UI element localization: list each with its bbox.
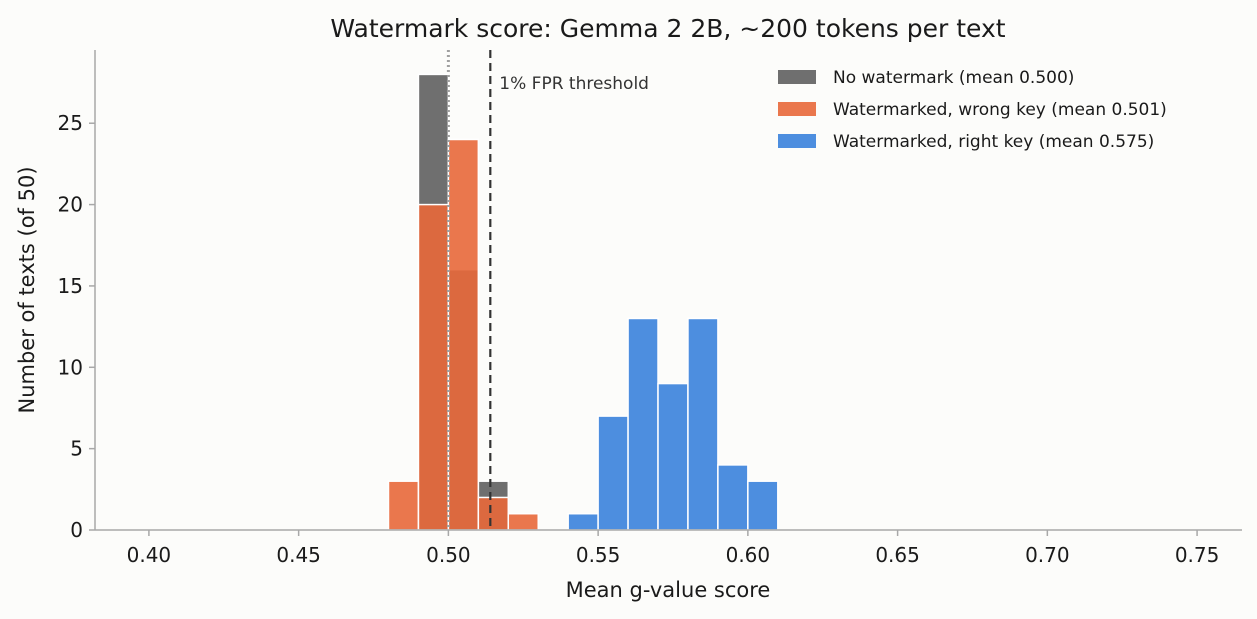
- bar-series-3-bin-4: [657, 382, 689, 531]
- x-tick-label: 0.70: [1025, 543, 1070, 567]
- x-axis-label: Mean g-value score: [566, 578, 771, 602]
- bar-series-3-bin-7: [747, 480, 779, 531]
- bar-series-3-bin-3: [627, 317, 659, 531]
- axes-layer: 0.40 0.45 0.50 0.55 0.60 0.65 0.70 0.75 0 5 10 15 20…: [58, 50, 1242, 567]
- legend-swatch-2: [778, 102, 816, 116]
- y-tick-label: 20: [58, 193, 83, 217]
- x-tick-label: 0.45: [276, 543, 321, 567]
- x-tick-label: 0.65: [875, 543, 920, 567]
- reference-lines-layer: 1% FPR threshold: [446, 50, 649, 530]
- bar-series-2-bin-4: [477, 496, 510, 531]
- bar-series-3-bin-1: [567, 512, 599, 531]
- x-tick-label: 0.55: [576, 543, 621, 567]
- y-tick-label: 0: [70, 518, 83, 542]
- bar-series-2-bin-1: [387, 480, 420, 531]
- x-tick-label: 0.50: [426, 543, 471, 567]
- bars-layer: [387, 73, 779, 531]
- legend-label-1: No watermark (mean 0.500): [833, 68, 1074, 88]
- legend-swatch-1: [778, 70, 816, 84]
- legend-label-3: Watermarked, right key (mean 0.575): [833, 132, 1154, 152]
- bar-series-3-bin-5: [687, 317, 719, 531]
- x-tick-label: 0.75: [1175, 543, 1220, 567]
- bar-series-2-bin-5: [507, 512, 539, 531]
- legend-label-2: Watermarked, wrong key (mean 0.501): [833, 100, 1167, 120]
- threshold-annotation: 1% FPR threshold: [499, 74, 649, 94]
- x-tick-label: 0.40: [127, 543, 172, 567]
- bar-series-3-bin-6: [717, 464, 749, 531]
- chart-title: Watermark score: Gemma 2 2B, ~200 tokens…: [330, 14, 1005, 43]
- y-tick-label: 15: [58, 274, 83, 298]
- x-tick-label: 0.60: [726, 543, 771, 567]
- y-tick-label: 10: [58, 355, 83, 379]
- y-axis-label: Number of texts (of 50): [15, 166, 39, 413]
- bar-series-2-bin-3: [447, 138, 480, 531]
- bar-series-2-bin-2: [417, 203, 450, 531]
- legend: No watermark (mean 0.500) Watermarked, wr…: [778, 68, 1167, 152]
- bar-series-3-bin-2: [597, 415, 629, 531]
- y-tick-label: 5: [70, 437, 83, 461]
- legend-swatch-3: [778, 134, 816, 148]
- y-tick-label: 25: [58, 111, 83, 135]
